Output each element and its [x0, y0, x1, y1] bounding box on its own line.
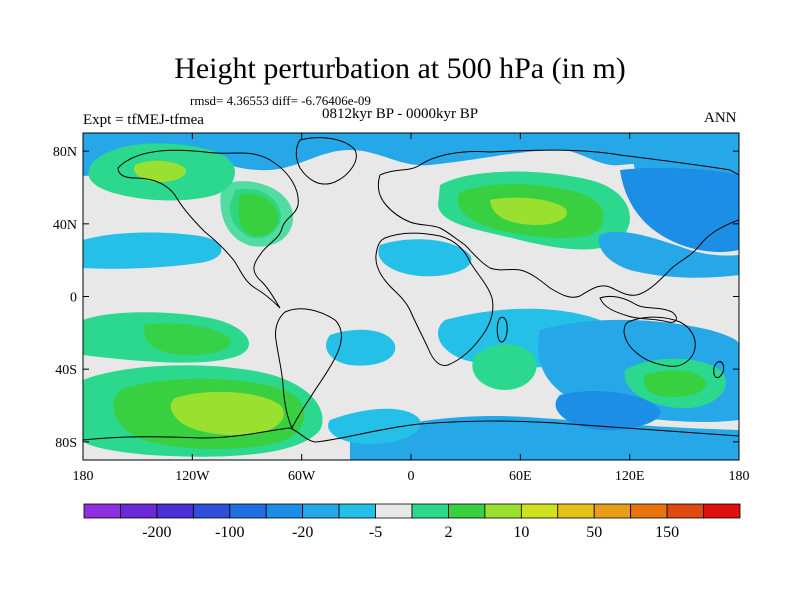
y-tick-label: 80N: [53, 145, 77, 160]
figure-title: Height perturbation at 500 hPa (in m): [174, 52, 626, 85]
field-alaska-core: [134, 160, 186, 182]
season-label: ANN: [704, 110, 737, 126]
field-north-pacific: [620, 167, 739, 252]
colorbar-swatch: [448, 503, 486, 519]
coast-north-america: [117, 149, 299, 309]
stats-label: rmsd= 4.36553 diff= -6.76406e-09: [190, 93, 371, 108]
coast-madagascar: [496, 316, 508, 343]
y-tick-label: 40N: [53, 218, 77, 233]
coast-new-zealand: [713, 361, 725, 379]
colorbar-swatch: [557, 503, 595, 519]
coast-eurasia: [377, 149, 739, 298]
colorbar-label: 50: [586, 524, 602, 541]
colorbar-swatch: [229, 503, 267, 519]
field-antarctica-east: [555, 390, 661, 431]
y-tick-label: 40S: [55, 363, 77, 378]
field-south-australia-core: [643, 370, 706, 398]
colorbar-swatch: [265, 503, 304, 519]
colorbar-swatch: [703, 503, 741, 519]
coast-maritime-continent: [599, 295, 677, 323]
axis-ticks: 180 120W 60W 0 60E 120E 180 80N 40N 0 40S 80S: [53, 133, 750, 484]
colorbar-label: -100: [215, 524, 244, 541]
field-na-inner: [238, 193, 279, 237]
x-tick-label: 120W: [175, 469, 210, 484]
x-tick-label: 60W: [288, 469, 316, 484]
colorbar-label: 10: [513, 524, 529, 541]
x-tick-label: 60E: [509, 469, 532, 484]
coastlines: [83, 137, 739, 443]
field-south-indian: [472, 344, 537, 390]
x-tick-label: 120E: [615, 469, 645, 484]
colorbar-label: -200: [142, 524, 171, 541]
x-tick-label: 180: [73, 469, 94, 484]
colorbar-swatch: [630, 503, 668, 519]
field-antarctica-west: [328, 408, 421, 445]
colorbar-swatch: [593, 503, 632, 519]
period-label: 0812kyr BP - 0000kyr BP: [322, 106, 479, 122]
colorbar-label: -20: [292, 524, 313, 541]
colorbar-swatch: [192, 503, 231, 519]
colorbar-swatch: [338, 503, 376, 519]
coast-antarctica: [83, 420, 739, 443]
field-tropical-pacific-sw: [144, 323, 232, 356]
field-subtropics-west: [83, 232, 222, 269]
contour-fields: [83, 133, 739, 460]
colorbar-swatch: [302, 503, 340, 519]
y-tick-label: 80S: [55, 436, 77, 451]
x-tick-label: 0: [408, 469, 415, 484]
colorbar-swatch: [411, 503, 449, 519]
colorbar-label: 150: [655, 524, 679, 541]
coast-south-america: [275, 308, 342, 430]
colorbar-swatch: [83, 503, 121, 519]
field-siberia-japan: [598, 231, 739, 278]
x-tick-label: 180: [729, 469, 750, 484]
colorbar-label: -5: [369, 524, 382, 541]
field-eurasia-core: [490, 197, 568, 225]
coast-australia: [623, 316, 696, 367]
colorbar-swatch: [484, 503, 522, 519]
colorbar-swatch: [520, 503, 559, 519]
colorbar-swatch: [120, 503, 158, 519]
colorbar: -200 -100 -20 -5 2 10 50 150: [83, 503, 741, 541]
colorbar-swatch: [375, 503, 413, 519]
coast-greenland: [295, 137, 357, 185]
experiment-label: Expt = tfMEJ-tfmea: [83, 112, 204, 128]
colorbar-swatch: [156, 503, 194, 519]
coast-africa: [375, 232, 494, 367]
field-north-africa: [378, 239, 472, 277]
field-antarctica: [350, 416, 739, 460]
field-se-pacific-core: [170, 391, 284, 436]
y-tick-label: 0: [70, 291, 77, 306]
colorbar-label: 2: [444, 524, 452, 541]
colorbar-swatch: [666, 503, 704, 519]
field-south-atlantic: [326, 329, 396, 366]
field-arctic: [83, 133, 739, 176]
